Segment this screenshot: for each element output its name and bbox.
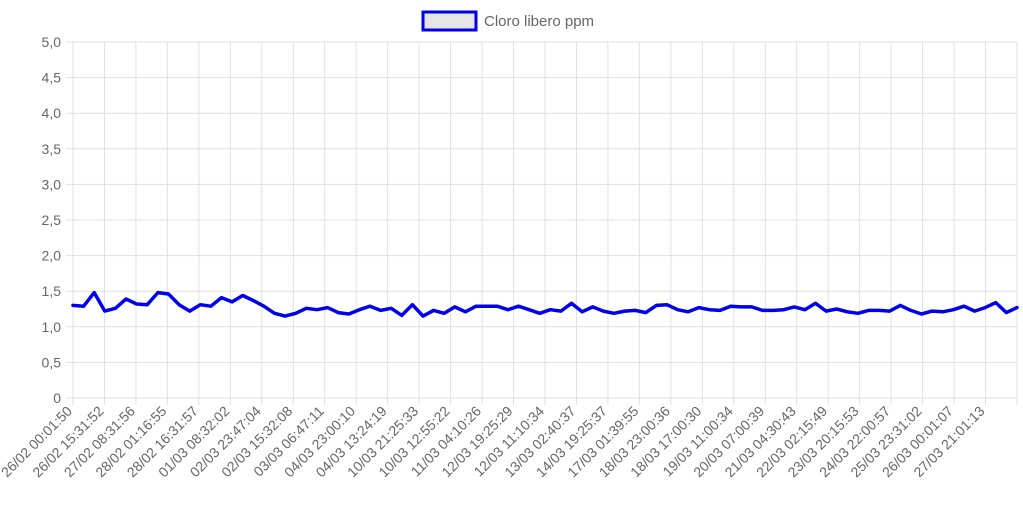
- legend-label[interactable]: Cloro libero ppm: [484, 13, 594, 30]
- series-layer: [71, 290, 1019, 318]
- y-tick-label: 4,5: [42, 70, 62, 86]
- grid: [66, 41, 1018, 405]
- y-tick-label: 5,0: [42, 34, 62, 50]
- y-tick-label: 2,5: [42, 212, 62, 228]
- y-tick-label: 1,5: [42, 283, 62, 299]
- y-tick-label: 3,0: [42, 176, 62, 192]
- legend[interactable]: Cloro libero ppm: [421, 10, 594, 32]
- y-tick-label: 0: [53, 390, 61, 406]
- y-tick-label: 0,5: [42, 354, 62, 370]
- y-axis-ticks: 0 0,5 1,0 1,5 2,0 2,5 3,0 3,5 4,0 4,5 5,0: [42, 34, 62, 406]
- legend-swatch[interactable]: [421, 10, 478, 32]
- y-tick-label: 2,0: [42, 248, 62, 264]
- y-tick-label: 1,0: [42, 319, 62, 335]
- y-tick-label: 4,0: [42, 105, 62, 121]
- y-tick-label: 3,5: [42, 141, 62, 157]
- series-line: [71, 290, 1019, 318]
